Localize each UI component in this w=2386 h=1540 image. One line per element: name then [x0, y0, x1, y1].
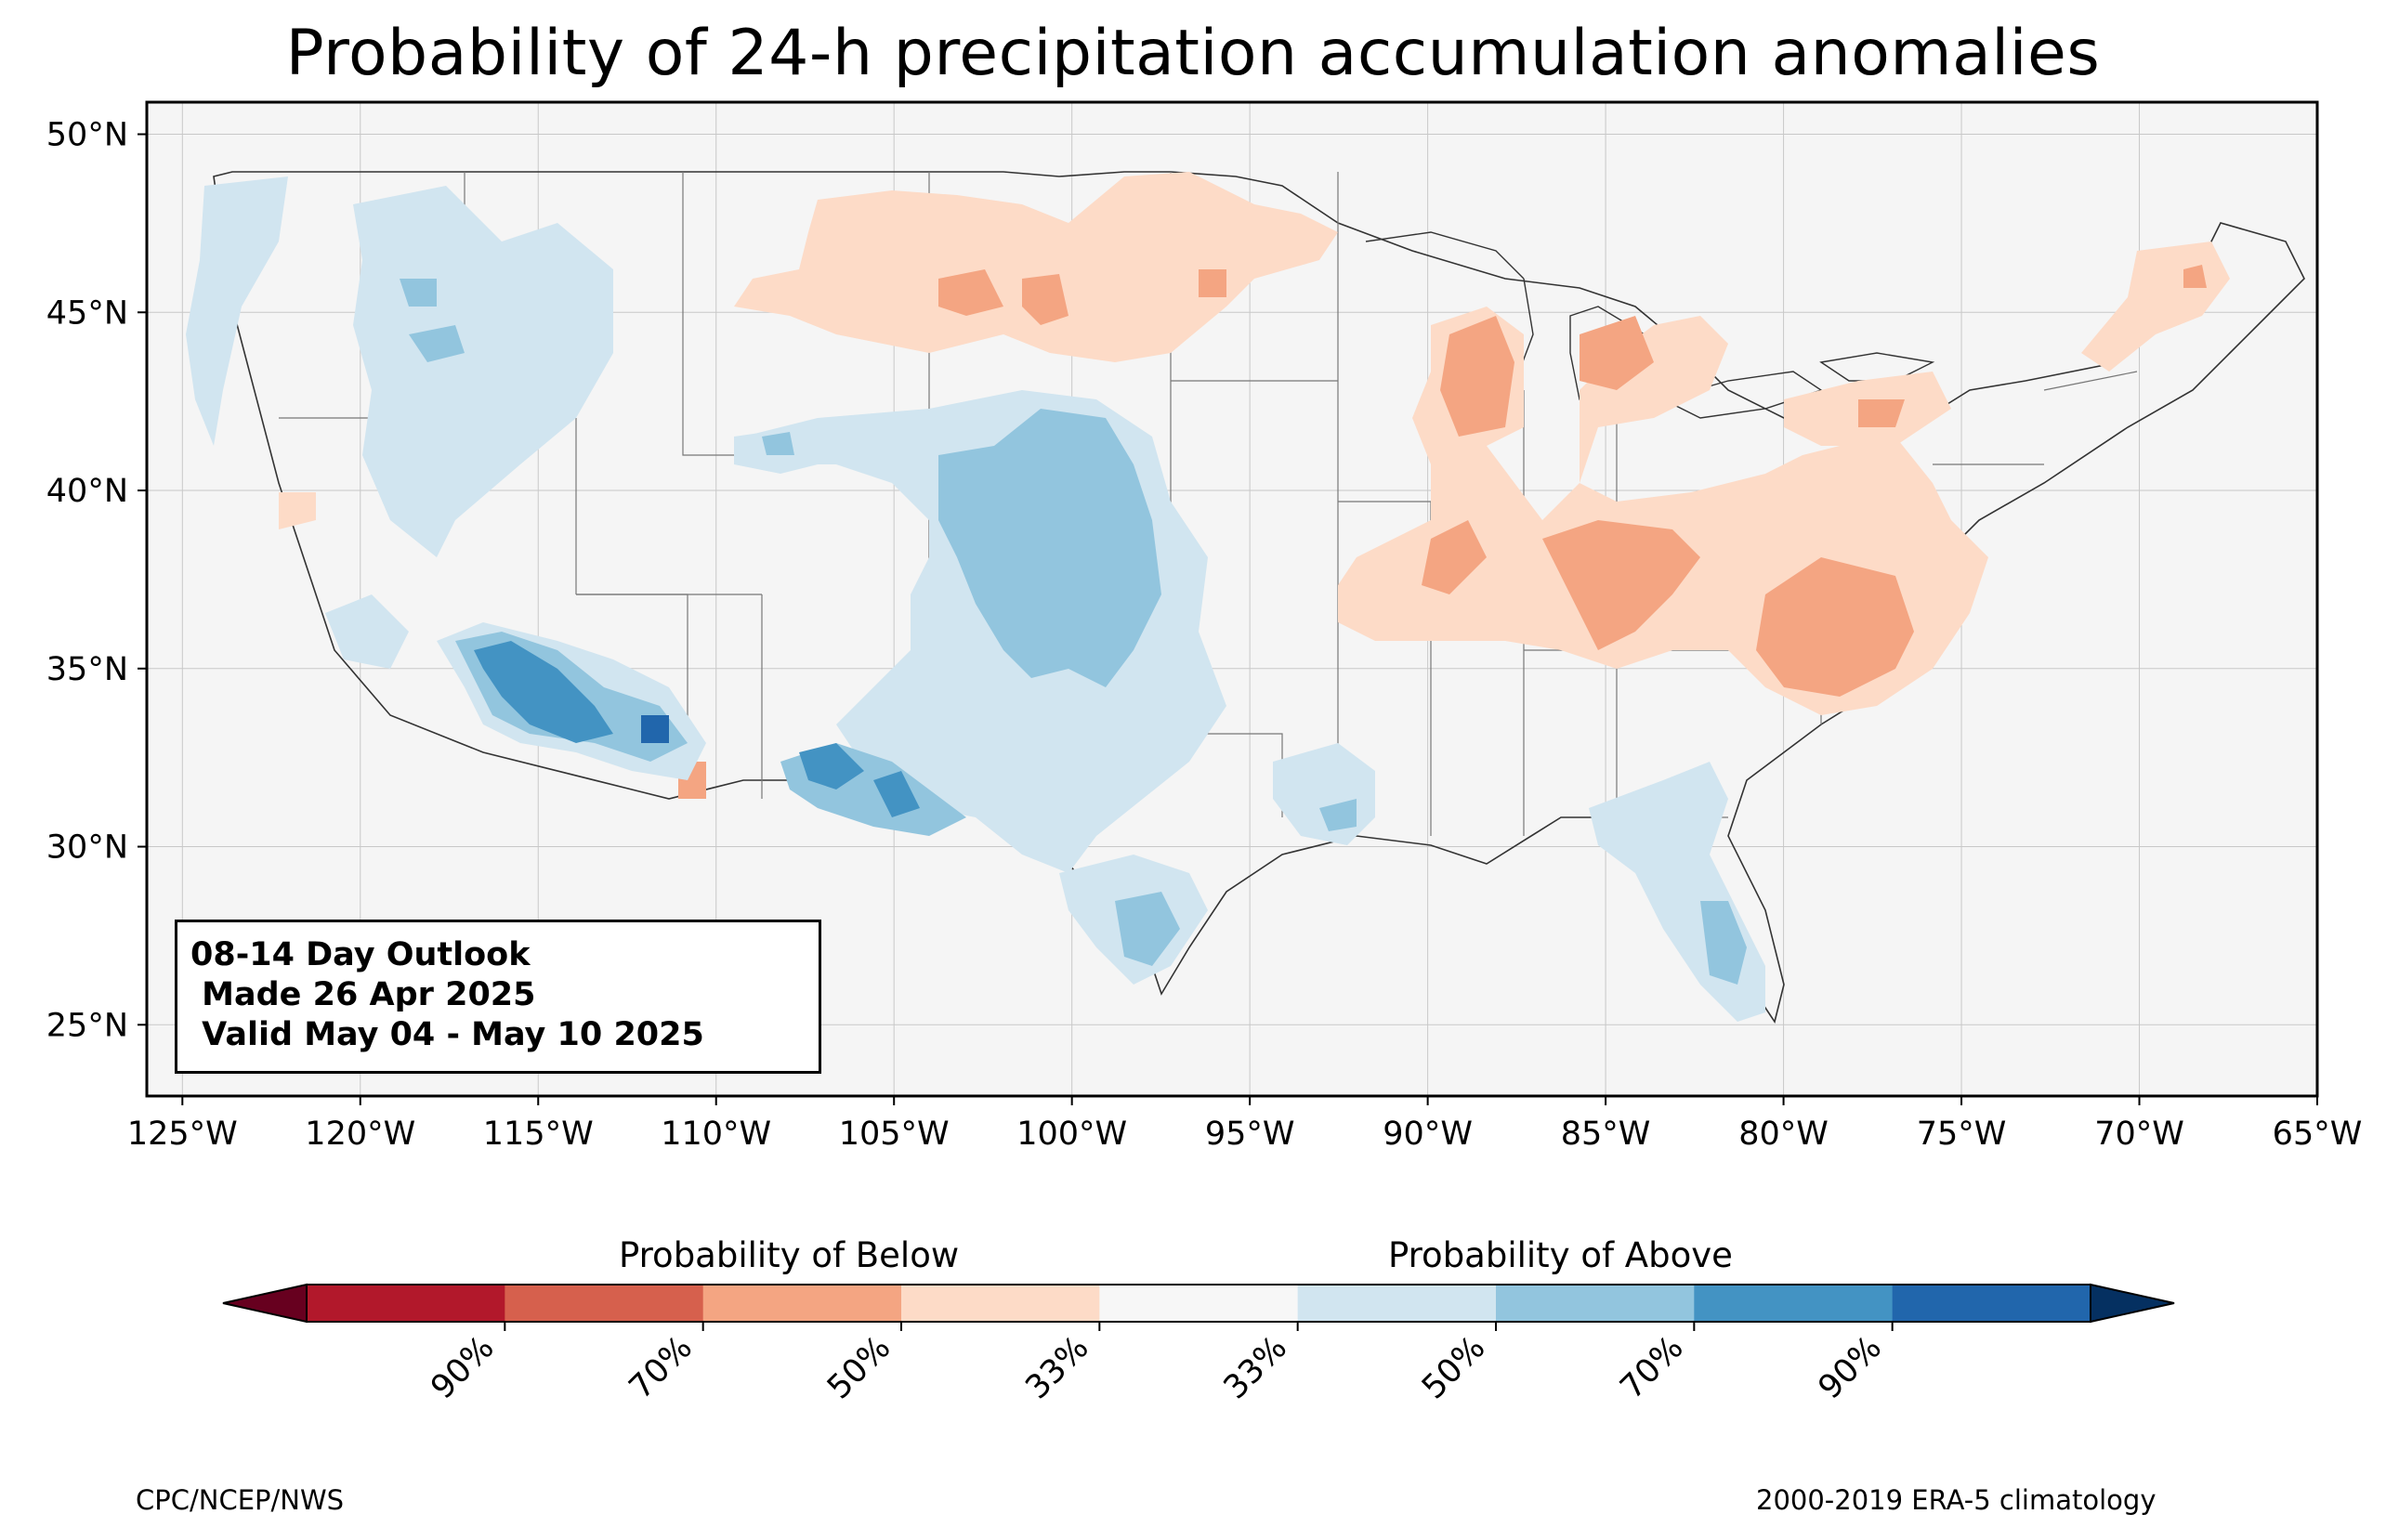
lon-tick-label: 100°W	[1016, 1116, 1127, 1153]
colorbar-tick-label: 33%	[1018, 1329, 1095, 1406]
colorbar-bin	[307, 1285, 505, 1322]
above-normal-areas	[186, 176, 1765, 1022]
lon-tick-label: 65°W	[2273, 1116, 2363, 1153]
map-title: Probability of 24-h precipitation accumu…	[285, 17, 2101, 90]
colorbar-bin	[1099, 1285, 1299, 1322]
lat-tick-label: 35°N	[46, 651, 128, 688]
lon-tick-label: 95°W	[1205, 1116, 1295, 1153]
footer-source: CPC/NCEP/NWS	[136, 1484, 345, 1516]
lon-tick-label: 120°W	[305, 1116, 415, 1153]
lat-tick-label: 45°N	[46, 294, 128, 332]
map-frame	[145, 100, 2319, 1098]
lon-tick-label: 90°W	[1383, 1116, 1473, 1153]
outlook-info-box: 08-14 Day Outlook Made 26 Apr 2025 Valid…	[175, 920, 821, 1074]
colorbar-tick-label: 50%	[820, 1329, 898, 1406]
colorbar-bin	[901, 1285, 1100, 1322]
lon-tick-label: 70°W	[2094, 1116, 2184, 1153]
outlook-made-date: Made 26 Apr 2025	[190, 976, 536, 1013]
colorbar: 90% 70% 50% 33% 33% 50% 70% 90%	[222, 1283, 2175, 1406]
colorbar-tick-label: 90%	[424, 1329, 501, 1406]
colorbar-bin	[1496, 1285, 1695, 1322]
colorbar-bin	[1694, 1285, 1894, 1322]
lat-tick-label: 30°N	[46, 829, 128, 867]
lon-tick-label: 105°W	[839, 1116, 950, 1153]
lon-tick-label: 115°W	[483, 1116, 594, 1153]
colorbar-label-above: Probability of Above	[1388, 1235, 1733, 1275]
lon-tick-label: 80°W	[1738, 1116, 1829, 1153]
lon-tick-label: 110°W	[661, 1116, 771, 1153]
colorbar-extend-low	[222, 1283, 308, 1324]
map-axes: 125°W 120°W 115°W 110°W 105°W 100°W 95°W 90°W 85…	[46, 117, 2363, 1153]
outlook-valid-dates: Valid May 04 - May 10 2025	[190, 1016, 704, 1053]
colorbar-bin	[1892, 1285, 2091, 1322]
colorbar-bin	[1297, 1285, 1497, 1322]
colorbar-tick-label: 70%	[1613, 1329, 1690, 1406]
colorbar-tick-label: 70%	[623, 1329, 700, 1406]
lon-tick-label: 75°W	[1917, 1116, 2007, 1153]
footer-climatology: 2000-2019 ERA-5 climatology	[1756, 1484, 2157, 1516]
colorbar-label-below: Probability of Below	[619, 1235, 960, 1275]
colorbar-tick-label: 90%	[1812, 1329, 1889, 1406]
lat-tick-label: 40°N	[46, 473, 128, 510]
lat-tick-label: 25°N	[46, 1007, 128, 1044]
colorbar-tick-label: 33%	[1217, 1329, 1294, 1406]
lat-tick-label: 50°N	[46, 117, 128, 154]
outlook-period: 08-14 Day Outlook	[190, 936, 531, 973]
below-normal-areas	[279, 172, 2230, 799]
colorbar-bin	[702, 1285, 902, 1322]
lon-tick-label: 85°W	[1561, 1116, 1651, 1153]
colorbar-tick-label: 50%	[1415, 1329, 1492, 1406]
lon-tick-label: 125°W	[127, 1116, 238, 1153]
colorbar-frame	[306, 1284, 2091, 1323]
colorbar-bin	[505, 1285, 704, 1322]
colorbar-extend-high	[2090, 1283, 2175, 1324]
